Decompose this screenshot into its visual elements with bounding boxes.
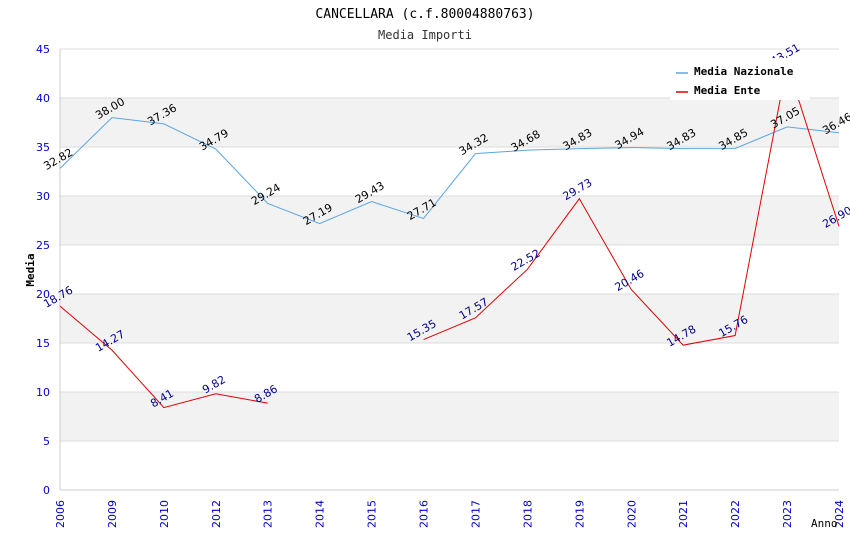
x-tick-label: 2006 — [54, 500, 67, 528]
chart-subtitle: Media Importi — [378, 28, 472, 42]
y-tick-label: 25 — [36, 239, 50, 252]
plot-band — [60, 196, 839, 245]
series-lines — [59, 63, 840, 409]
y-tick-label: 20 — [36, 288, 50, 301]
x-tick-label: 2021 — [677, 500, 690, 528]
plot-band — [60, 98, 839, 147]
x-tick-label: 2017 — [469, 500, 482, 528]
legend: Media Nazionale Media Ente — [670, 58, 810, 100]
y-tick-labels: 0 5 10 15 20 25 30 35 40 45 — [36, 43, 50, 497]
x-tick-label: 2019 — [573, 500, 586, 528]
y-tick-label: 45 — [36, 43, 50, 56]
series-line-ente — [423, 63, 840, 346]
chart-title: CANCELLARA (c.f.80004880763) — [315, 7, 534, 22]
plot-bands — [60, 98, 839, 441]
y-tick-label: 30 — [36, 190, 50, 203]
legend-label-ente: Media Ente — [694, 84, 761, 97]
legend-label-nazionale: Media Nazionale — [694, 65, 794, 78]
y-tick-label: 5 — [43, 435, 50, 448]
x-tick-label: 2022 — [729, 500, 742, 528]
y-tick-label: 15 — [36, 337, 50, 350]
y-tick-label: 35 — [36, 141, 50, 154]
x-tick-label: 2013 — [262, 500, 275, 528]
x-tick-label: 2009 — [106, 500, 119, 528]
x-tick-label: 2012 — [210, 500, 223, 528]
data-label: 20.46 — [613, 267, 647, 294]
plot-band — [60, 294, 839, 343]
y-tick-label: 10 — [36, 386, 50, 399]
series-line-nazionale — [59, 117, 840, 225]
y-tick-label: 0 — [43, 484, 50, 497]
x-tick-label: 2023 — [781, 500, 794, 528]
data-label: 22.52 — [509, 247, 543, 274]
plot-band — [60, 392, 839, 441]
y-axis-label: Media — [24, 253, 37, 286]
x-tick-label: 2015 — [366, 500, 379, 528]
x-tick-label: 2010 — [158, 500, 171, 528]
x-tick-label: 2018 — [521, 500, 534, 528]
axes — [59, 49, 839, 491]
legend-box — [670, 58, 810, 100]
x-tick-label: 2020 — [625, 500, 638, 528]
x-tick-label: 2016 — [418, 500, 431, 528]
y-tick-label: 40 — [36, 92, 50, 105]
x-tick-labels: 2006 2009 2010 2012 2013 2014 2015 2016 2017 2018… — [54, 500, 846, 528]
x-tick-label: 2024 — [833, 500, 846, 528]
x-axis-label: Anno — [811, 517, 838, 530]
series-line-ente — [59, 305, 268, 409]
x-tick-label: 2014 — [314, 500, 327, 528]
